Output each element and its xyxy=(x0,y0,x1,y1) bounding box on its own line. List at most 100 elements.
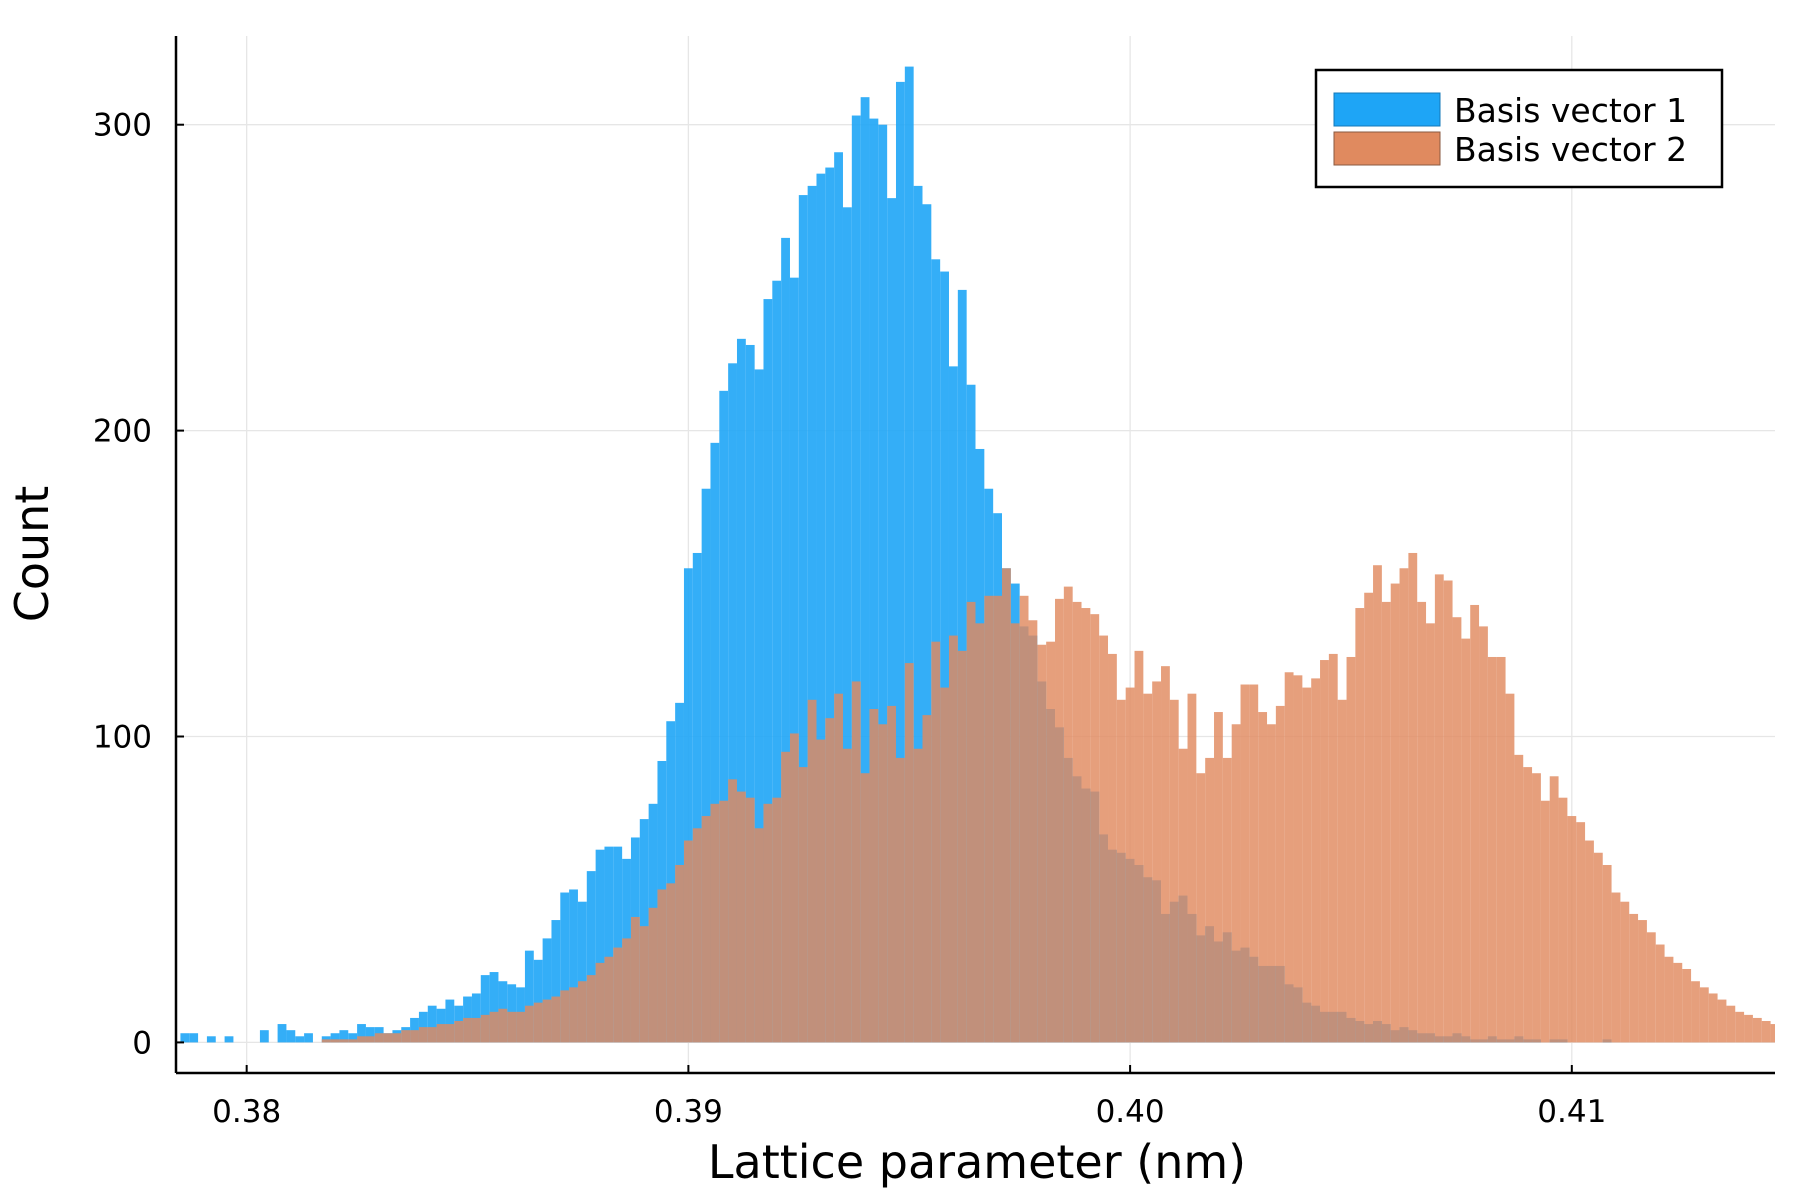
x-tick-label: 0.39 xyxy=(654,1094,723,1130)
histogram-bar xyxy=(1002,568,1011,1043)
histogram-bar xyxy=(984,595,994,1043)
histogram-bar xyxy=(365,1027,375,1043)
histogram-bar xyxy=(1090,614,1100,1043)
histogram-bar xyxy=(1187,693,1197,1043)
histogram-bar xyxy=(489,972,499,1043)
histogram-bar xyxy=(878,124,888,1043)
histogram-bar xyxy=(1770,1024,1775,1043)
histogram-bar xyxy=(418,1011,428,1043)
histogram-bar xyxy=(277,1024,287,1043)
histogram-bar xyxy=(1143,693,1153,1043)
histogram-bar xyxy=(445,1024,455,1043)
histogram-bar xyxy=(1302,687,1312,1043)
legend: Basis vector 1 Basis vector 2 xyxy=(1314,68,1724,189)
histogram-bar xyxy=(1134,650,1144,1043)
histogram-bar xyxy=(1284,672,1294,1043)
histogram-bar xyxy=(445,999,455,1043)
histogram-bar xyxy=(577,901,587,1043)
histogram-bar xyxy=(595,962,605,1043)
histogram-bar xyxy=(940,271,949,1043)
series-basis-vector-2 xyxy=(321,552,1775,1043)
histogram-bar xyxy=(1452,617,1462,1043)
y-tick-label: 100 xyxy=(93,720,152,756)
legend-swatch-basis-vector-1 xyxy=(1333,92,1441,127)
histogram-bar xyxy=(931,641,941,1043)
axes xyxy=(174,36,1775,1075)
histogram-bar xyxy=(1567,816,1577,1043)
histogram-bar xyxy=(1099,635,1109,1043)
histogram-bar xyxy=(622,938,631,1043)
histogram-bar xyxy=(710,442,720,1043)
histogram-bar xyxy=(586,871,596,1043)
histogram-bar xyxy=(560,990,570,1043)
histogram-bar xyxy=(895,757,905,1043)
histogram-bar xyxy=(736,338,746,1043)
histogram-bar xyxy=(922,204,932,1043)
histogram-bar xyxy=(913,185,923,1043)
histogram-bar xyxy=(1496,656,1506,1043)
histogram-bar xyxy=(569,889,578,1043)
histogram-bar xyxy=(781,237,790,1043)
histogram-bar xyxy=(524,1005,534,1043)
histogram-bar xyxy=(1249,684,1259,1043)
histogram-bar xyxy=(772,797,782,1043)
histogram-bar xyxy=(798,767,808,1043)
histogram-bar xyxy=(904,66,914,1043)
histogram-bar xyxy=(1081,608,1091,1043)
histogram-bar xyxy=(1311,678,1321,1043)
histogram-bar xyxy=(463,1017,472,1043)
histogram-bar xyxy=(1708,993,1718,1043)
x-tick-label: 0.41 xyxy=(1537,1094,1606,1130)
histogram-bar xyxy=(1417,601,1427,1043)
histogram-bar xyxy=(613,846,623,1043)
histogram-bar xyxy=(1328,653,1338,1043)
histogram-bar xyxy=(754,828,764,1043)
histogram-bar xyxy=(1320,660,1329,1043)
histogram-bar xyxy=(410,1030,419,1043)
histogram-bar xyxy=(1549,776,1559,1043)
histogram-bar xyxy=(1399,568,1409,1043)
histogram-bar xyxy=(1178,748,1188,1043)
histogram-bar xyxy=(1231,724,1241,1043)
y-tick-label: 200 xyxy=(93,414,152,450)
histogram-bar xyxy=(542,938,552,1043)
histogram-bar xyxy=(807,185,817,1043)
histogram-bar xyxy=(1646,932,1656,1043)
histogram-bar xyxy=(560,892,570,1043)
histogram-bar xyxy=(1337,699,1347,1043)
histogram-bar xyxy=(683,840,693,1043)
histogram-bar xyxy=(1735,1011,1745,1043)
histogram-bar xyxy=(1699,987,1709,1043)
histogram-bar xyxy=(666,883,676,1043)
histogram-bar xyxy=(595,849,605,1043)
histogram-bar xyxy=(781,751,790,1043)
histogram-bar xyxy=(657,889,667,1043)
histogram-bar xyxy=(286,1030,296,1043)
histogram-bar xyxy=(1267,724,1276,1043)
histogram-bar xyxy=(1355,608,1365,1043)
histogram-bar xyxy=(1028,620,1038,1043)
histogram-bar xyxy=(1682,968,1692,1043)
histogram-bar xyxy=(825,718,835,1043)
legend-swatch-basis-vector-2 xyxy=(1333,131,1441,166)
histogram-bar xyxy=(569,987,578,1043)
histogram-bar xyxy=(1726,1005,1736,1043)
histogram-bar xyxy=(1638,920,1647,1043)
histogram-bar xyxy=(949,635,958,1043)
histogram-bar xyxy=(851,681,861,1043)
histogram-bar xyxy=(436,1024,446,1043)
histogram-bar xyxy=(542,999,552,1043)
histogram-bar xyxy=(1664,956,1674,1043)
histogram-bar xyxy=(1514,754,1524,1043)
histogram-bar xyxy=(993,595,1002,1043)
y-axis-title: Count xyxy=(5,486,59,623)
histogram-bar xyxy=(471,993,481,1043)
histogram-bar xyxy=(330,1033,340,1043)
histogram-bar xyxy=(887,705,896,1043)
histogram-bar xyxy=(418,1027,428,1043)
histogram-bar xyxy=(639,926,649,1043)
histogram-bar xyxy=(736,791,746,1043)
histogram-bar xyxy=(613,947,623,1043)
histogram-bar xyxy=(1346,656,1356,1043)
histogram-bar xyxy=(1152,681,1162,1043)
